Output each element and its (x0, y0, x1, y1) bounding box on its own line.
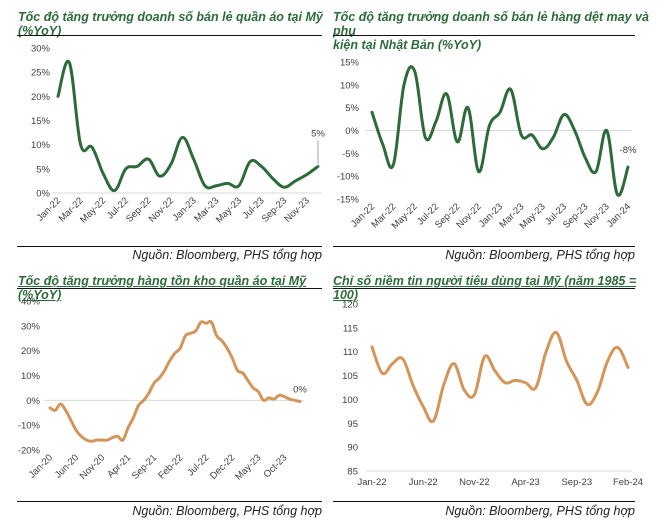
series-line (56, 59, 320, 193)
y-tick-label: 0% (36, 189, 50, 200)
data-label: -8% (620, 145, 637, 156)
title-rule (17, 288, 322, 289)
source-rule (17, 501, 322, 502)
source-note: Nguồn: Bloomberg, PHS tổng hợp (445, 248, 635, 262)
y-tick-label: 10% (31, 140, 51, 151)
y-tick-label: -5% (342, 149, 359, 160)
y-tick-label: 20% (31, 92, 51, 103)
y-tick-label: 5% (36, 164, 50, 175)
y-tick-label: 100 (342, 395, 358, 406)
y-tick-label: 20% (21, 346, 41, 357)
y-tick-label: -10% (337, 172, 360, 183)
y-tick-label: 5% (345, 103, 359, 114)
y-tick-label: 0% (345, 126, 359, 137)
source-rule (333, 501, 635, 502)
y-tick-label: 15% (31, 116, 51, 127)
y-tick-label: 10% (21, 371, 41, 382)
title-line-1: Tốc độ tăng trưởng doanh số bán lẻ hàng … (333, 10, 649, 38)
source-rule (17, 246, 322, 247)
y-tick-label: 120 (342, 300, 358, 311)
title-rule (17, 35, 322, 36)
y-tick-label: 40% (21, 297, 41, 308)
y-tick-label: 90 (347, 443, 358, 454)
y-tick-label: -20% (18, 446, 41, 457)
chart-title-japan-textile-retail: Tốc độ tăng trưởng doanh số bán lẻ hàng … (333, 10, 653, 52)
data-label: 5% (311, 128, 325, 139)
title-rule (333, 288, 635, 289)
y-tick-label: -10% (18, 421, 41, 432)
y-tick-label: 25% (31, 68, 51, 79)
chart-title-us-apparel-retail: Tốc độ tăng trưởng doanh số bán lẻ quần … (18, 10, 328, 38)
title-line-2: kiện tại Nhật Bản (%YoY) (333, 38, 482, 52)
y-tick-label: 30% (21, 321, 41, 332)
y-tick-label: 30% (31, 44, 51, 55)
title-line-2: (%YoY) (18, 24, 62, 38)
x-tick-label: Feb-24 (613, 477, 643, 488)
y-tick-label: 105 (342, 371, 358, 382)
y-tick-label: 0% (26, 396, 40, 407)
title-rule (333, 35, 635, 36)
y-tick-label: -15% (337, 195, 360, 206)
x-tick-label: Nov-22 (459, 477, 490, 488)
source-note: Nguồn: Bloomberg, PHS tổng hợp (132, 248, 322, 262)
chart-title-us-apparel-inventory: Tốc độ tăng trưởng hàng tồn kho quần áo … (18, 274, 328, 302)
data-label: 0% (293, 385, 307, 396)
source-note: Nguồn: Bloomberg, PHS tổng hợp (445, 504, 635, 518)
chart-title-us-consumer-confidence: Chỉ số niềm tin người tiêu dùng tại Mỹ (… (333, 274, 653, 302)
y-tick-label: 15% (340, 58, 360, 69)
y-tick-label: 10% (340, 80, 360, 91)
y-tick-label: 110 (343, 347, 358, 358)
title-line-1: Tốc độ tăng trưởng doanh số bán lẻ quần … (18, 10, 323, 24)
series-line (370, 331, 630, 424)
y-tick-label: 95 (347, 419, 358, 430)
x-tick-label: Sep-23 (561, 477, 592, 488)
source-note: Nguồn: Bloomberg, PHS tổng hợp (132, 504, 322, 518)
source-rule (333, 246, 635, 247)
y-tick-label: 115 (343, 323, 358, 334)
title-line-1: Tốc độ tăng trưởng hàng tồn kho quần áo … (18, 274, 307, 302)
x-tick-label: Apr-23 (511, 477, 540, 488)
y-tick-label: 85 (347, 467, 358, 478)
title-line-1: Chỉ số niềm tin người tiêu dùng tại Mỹ (… (333, 274, 637, 302)
x-tick-label: Jun-22 (409, 477, 438, 488)
x-tick-label: Jan-22 (357, 477, 386, 488)
